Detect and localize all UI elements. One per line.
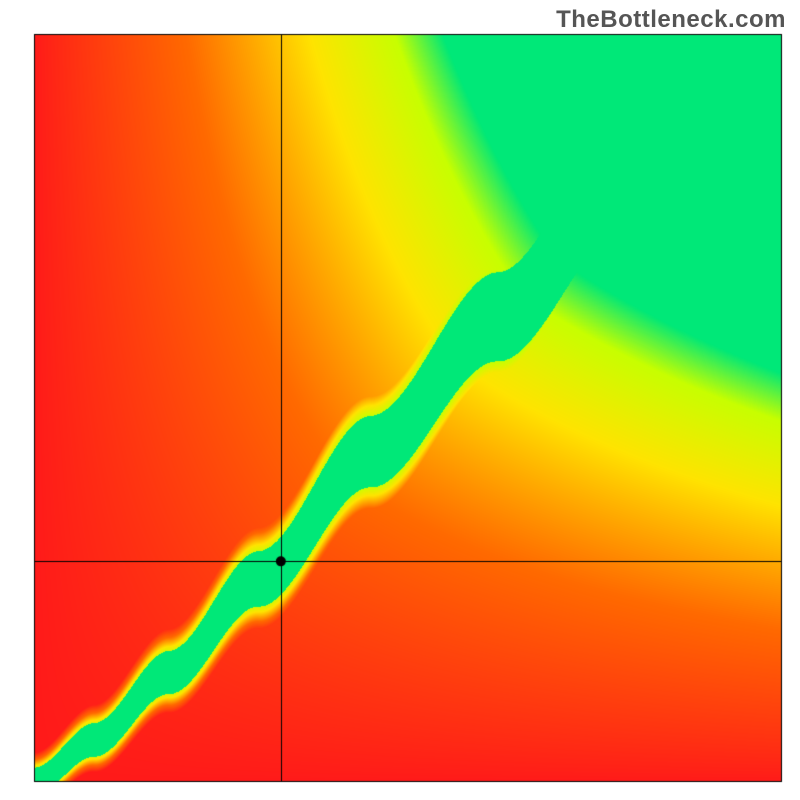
watermark: TheBottleneck.com	[556, 6, 786, 34]
chart-container: TheBottleneck.com	[0, 0, 800, 800]
heatmap-canvas	[0, 0, 800, 800]
